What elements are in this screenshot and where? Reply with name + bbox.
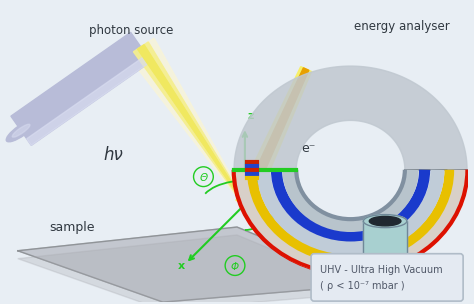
Polygon shape xyxy=(236,67,311,209)
Ellipse shape xyxy=(364,215,407,228)
Polygon shape xyxy=(128,38,246,206)
Text: Θ: Θ xyxy=(200,173,208,183)
Polygon shape xyxy=(137,45,246,205)
Text: ( ρ < 10⁻⁷ mbar ): ( ρ < 10⁻⁷ mbar ) xyxy=(320,281,405,291)
Polygon shape xyxy=(364,221,407,266)
Text: z: z xyxy=(248,111,254,121)
Polygon shape xyxy=(18,235,375,304)
Text: e⁻: e⁻ xyxy=(301,142,316,154)
Ellipse shape xyxy=(6,119,36,142)
Text: energy analyser: energy analyser xyxy=(354,20,449,33)
FancyBboxPatch shape xyxy=(311,254,463,301)
Ellipse shape xyxy=(364,259,407,272)
Polygon shape xyxy=(240,68,309,206)
Polygon shape xyxy=(133,42,246,205)
Ellipse shape xyxy=(12,124,30,137)
Ellipse shape xyxy=(369,216,401,226)
Text: Φ: Φ xyxy=(231,261,239,271)
Polygon shape xyxy=(234,66,467,170)
Text: x: x xyxy=(178,261,185,271)
Polygon shape xyxy=(27,55,151,145)
Text: sample: sample xyxy=(49,220,95,233)
Text: UHV - Ultra High Vacuum: UHV - Ultra High Vacuum xyxy=(320,264,443,275)
Text: photon source: photon source xyxy=(89,24,173,36)
Text: y: y xyxy=(376,257,383,268)
Text: hν: hν xyxy=(104,146,123,164)
Polygon shape xyxy=(18,227,375,302)
Polygon shape xyxy=(11,32,151,145)
